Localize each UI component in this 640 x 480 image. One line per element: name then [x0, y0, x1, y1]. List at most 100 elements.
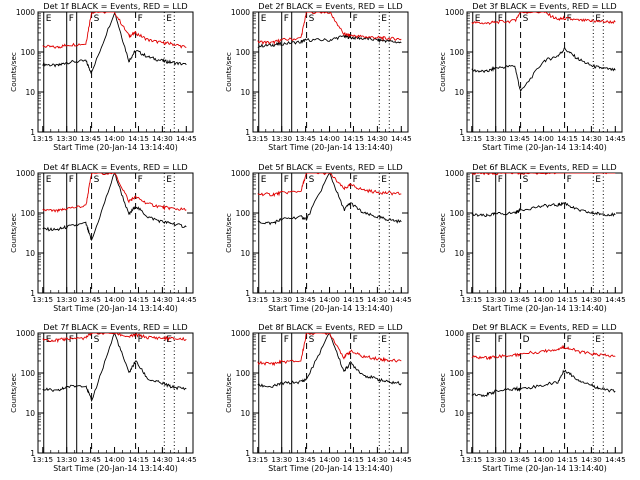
x-axis-label: Start Time (20-Jan-14 13:14:40) — [268, 143, 393, 152]
marker-label: F — [69, 335, 74, 345]
y-tick-label: 10 — [240, 249, 250, 258]
x-tick-label: 14:45 — [391, 455, 412, 464]
marker-label: E — [46, 14, 52, 24]
y-axis-label: Counts/sec — [9, 52, 18, 92]
x-tick-label: 14:15 — [557, 134, 578, 143]
y-tick-label: 1 — [459, 128, 464, 137]
x-tick-label: 13:45 — [509, 295, 530, 304]
x-tick-label: 13:15 — [32, 295, 53, 304]
y-tick-label: 100 — [21, 48, 36, 57]
chart-title: Det 5f BLACK = Events, RED = LLD — [258, 162, 402, 172]
x-axis-label: Start Time (20-Jan-14 13:14:40) — [268, 304, 393, 313]
x-tick-label: 14:45 — [176, 295, 197, 304]
y-tick-label: 1 — [30, 289, 35, 298]
marker-label: F — [284, 14, 289, 24]
chart-title: Det 2f BLACK = Events, RED = LLD — [258, 1, 402, 11]
marker-label: F — [138, 14, 143, 24]
y-tick-label: 1000 — [231, 169, 250, 178]
y-axis-label: Counts/sec — [438, 213, 447, 253]
series-line-events — [471, 369, 616, 398]
marker-label: E — [261, 14, 267, 24]
detector-chart-6: Det 6f BLACK = Events, RED = LLD 1 10 100 10… — [438, 162, 626, 313]
marker-label: S — [94, 14, 100, 24]
marker-label: F — [353, 14, 358, 24]
plot-frame — [466, 11, 623, 133]
marker-label: F — [138, 175, 143, 185]
detector-chart-5: Det 5f BLACK = Events, RED = LLD 1 10 100 10… — [224, 162, 412, 313]
detector-chart-7: Det 7f BLACK = Events, RED = LLD 1 10 100 10… — [9, 322, 197, 473]
detector-chart-8: Det 8f BLACK = Events, RED = LLD 1 10 100 10… — [224, 322, 412, 473]
x-tick-label: 14:15 — [557, 295, 578, 304]
y-tick-label: 1 — [459, 289, 464, 298]
marker-label: E — [261, 175, 267, 185]
series-line-lld — [257, 333, 402, 367]
marker-label: S — [94, 335, 100, 345]
y-tick-label: 1000 — [16, 169, 35, 178]
y-tick-label: 100 — [21, 369, 36, 378]
marker-label: E — [595, 175, 601, 185]
x-tick-label: 13:45 — [509, 134, 530, 143]
series-line-lld — [471, 12, 616, 26]
y-tick-label: 10 — [25, 249, 35, 258]
y-tick-label: 1 — [245, 449, 250, 458]
series-line-events — [42, 173, 187, 242]
chart-title: Det 4f BLACK = Events, RED = LLD — [43, 162, 187, 172]
x-tick-label: 13:30 — [271, 134, 292, 143]
plot-frame — [252, 332, 409, 454]
marker-label: E — [46, 335, 52, 345]
marker-label: F — [69, 175, 74, 185]
x-tick-label: 13:15 — [247, 295, 268, 304]
y-tick-label: 10 — [240, 409, 250, 418]
x-tick-label: 13:45 — [295, 295, 316, 304]
series-line-lld — [257, 173, 402, 198]
x-tick-label: 13:30 — [485, 455, 506, 464]
x-tick-label: 14:15 — [343, 455, 364, 464]
series-line-events — [257, 173, 402, 226]
x-tick-label: 13:30 — [485, 134, 506, 143]
x-tick-label: 13:30 — [56, 295, 77, 304]
series-line-events — [471, 202, 616, 217]
y-tick-label: 100 — [450, 369, 465, 378]
marker-label: F — [567, 335, 572, 345]
x-tick-label: 14:30 — [367, 455, 388, 464]
series-line-lld — [471, 173, 616, 176]
y-tick-label: 1 — [245, 289, 250, 298]
x-tick-label: 14:45 — [605, 455, 626, 464]
y-axis-label: Counts/sec — [9, 373, 18, 413]
detector-chart-3: Det 3f BLACK = Events, RED = LLD 1 10 100 10… — [438, 1, 626, 152]
marker-label: F — [284, 175, 289, 185]
x-tick-label: 14:00 — [533, 134, 554, 143]
x-tick-label: 14:30 — [581, 134, 602, 143]
x-tick-label: 13:15 — [461, 134, 482, 143]
x-tick-label: 14:15 — [128, 295, 149, 304]
series-line-lld — [42, 12, 187, 49]
marker-label: E — [166, 335, 172, 345]
series-line-lld — [42, 333, 187, 344]
y-axis-label: Counts/sec — [438, 52, 447, 92]
y-tick-label: 10 — [25, 88, 35, 97]
x-tick-label: 14:45 — [605, 134, 626, 143]
x-tick-label: 14:00 — [319, 295, 340, 304]
x-axis-label: Start Time (20-Jan-14 13:14:40) — [53, 464, 178, 473]
plot-frame — [252, 172, 409, 294]
x-tick-label: 14:00 — [104, 295, 125, 304]
x-tick-label: 13:15 — [247, 455, 268, 464]
marker-label: F — [498, 175, 503, 185]
marker-label: F — [284, 335, 289, 345]
x-tick-label: 13:45 — [80, 295, 101, 304]
x-tick-label: 14:00 — [104, 134, 125, 143]
series-line-events — [257, 333, 402, 388]
x-tick-label: 14:30 — [581, 455, 602, 464]
x-axis-label: Start Time (20-Jan-14 13:14:40) — [482, 304, 607, 313]
x-tick-label: 13:45 — [509, 455, 530, 464]
x-tick-label: 13:45 — [80, 455, 101, 464]
x-tick-label: 13:30 — [485, 295, 506, 304]
x-axis-label: Start Time (20-Jan-14 13:14:40) — [53, 143, 178, 152]
x-tick-label: 14:30 — [367, 134, 388, 143]
y-tick-label: 1 — [30, 449, 35, 458]
x-tick-label: 14:30 — [152, 455, 173, 464]
y-axis-label: Counts/sec — [224, 52, 233, 92]
x-tick-label: 14:00 — [533, 295, 554, 304]
x-tick-label: 14:15 — [128, 134, 149, 143]
y-tick-label: 100 — [450, 209, 465, 218]
